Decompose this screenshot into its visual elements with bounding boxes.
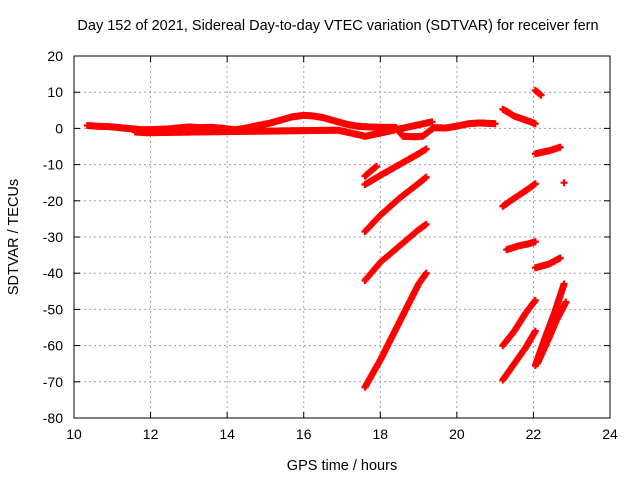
series-outlier <box>560 179 568 187</box>
series-dips <box>131 118 436 140</box>
y-tick-label: -50 <box>43 301 63 317</box>
x-tick-label: 24 <box>602 426 618 442</box>
y-tick-label: -60 <box>43 338 63 354</box>
data-point <box>422 173 430 181</box>
series-arc-21-upper <box>499 105 539 128</box>
series-arc-upper-18 <box>361 162 380 180</box>
data-point <box>428 118 436 126</box>
y-tick-label: -30 <box>43 229 63 245</box>
data-point <box>491 120 499 128</box>
data-point <box>372 162 380 170</box>
data-point <box>422 269 430 277</box>
y-tick-label: -70 <box>43 374 63 390</box>
series-arc-21-b <box>503 238 539 254</box>
series-arc-21-c <box>499 296 539 350</box>
data-point <box>531 327 539 335</box>
y-tick-label: 20 <box>47 48 63 64</box>
data-point <box>422 145 430 153</box>
series-arc-18-d <box>361 269 430 391</box>
tick-labels: 10 12 14 16 18 20 22 24 -80 -70 -60 -50 -40 -30 -20 -10… <box>43 48 618 442</box>
x-axis-label: GPS time / hours <box>287 458 397 474</box>
x-tick-label: 18 <box>372 426 388 442</box>
y-tick-label: 10 <box>47 84 63 100</box>
x-tick-label: 20 <box>449 426 465 442</box>
y-tick-label: 0 <box>55 120 63 136</box>
x-tick-label: 16 <box>296 426 312 442</box>
data-point <box>556 143 564 151</box>
data-point <box>531 120 539 128</box>
y-axis-label: SDTVAR / TECUs <box>6 179 22 295</box>
data-points <box>83 86 570 391</box>
x-tick-label: 14 <box>219 426 235 442</box>
data-point <box>531 180 539 188</box>
data-point <box>560 280 568 288</box>
y-tick-label: -80 <box>43 410 63 426</box>
plot-frame <box>73 55 611 419</box>
x-tick-label: 10 <box>66 426 82 442</box>
series-arc-18-b <box>361 173 430 236</box>
y-tick-label: -10 <box>43 157 63 173</box>
y-tick-label: -40 <box>43 265 63 281</box>
data-point <box>560 179 568 187</box>
data-point <box>531 296 539 304</box>
series-arc-22-a <box>531 143 564 158</box>
series-arc-22-top <box>531 86 545 99</box>
series-arc-22-d <box>533 298 570 368</box>
data-point <box>556 254 564 262</box>
y-tick-label: -20 <box>43 193 63 209</box>
data-point <box>537 91 545 99</box>
gridlines <box>74 56 610 418</box>
series-arc-21-d <box>499 327 539 384</box>
chart-title: Day 152 of 2021, Sidereal Day-to-day VTE… <box>77 18 598 34</box>
x-tick-label: 12 <box>143 426 159 442</box>
series-arc-21-a <box>499 180 539 210</box>
data-point <box>531 238 539 246</box>
series-arc-22-b <box>531 254 564 272</box>
series-arc-18-a <box>361 145 430 189</box>
data-point <box>422 220 430 228</box>
x-tick-label: 22 <box>526 426 542 442</box>
data-point <box>562 298 570 306</box>
series-arc-18-c <box>361 220 430 284</box>
